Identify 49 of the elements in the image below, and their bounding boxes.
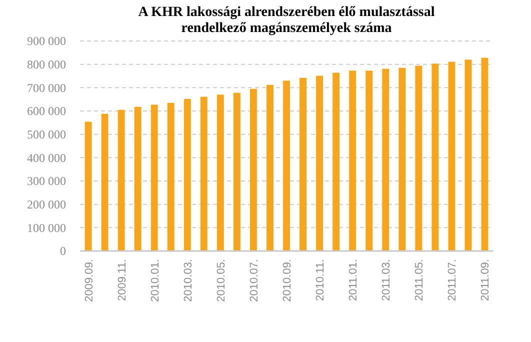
bar <box>332 72 340 251</box>
x-tick-label: 2011.09. <box>480 259 492 302</box>
x-tick-label: 2010.11. <box>314 259 327 302</box>
bar <box>366 70 373 251</box>
bar <box>349 70 356 251</box>
x-tick-label: 2010.01. <box>149 259 162 302</box>
y-tick-label: 200 000 <box>27 198 66 212</box>
bar <box>250 88 257 251</box>
bar <box>481 58 488 251</box>
bar <box>167 102 174 251</box>
bar <box>150 104 158 251</box>
x-tick-label: 2010.07. <box>248 259 260 302</box>
x-tick-label: 2011.07. <box>446 259 459 302</box>
bar <box>216 94 224 251</box>
y-tick-label: 400 000 <box>27 150 66 165</box>
y-tick-label: 0 <box>60 244 66 258</box>
y-tick-label: 100 000 <box>27 220 66 235</box>
x-tick-label: 2009.11. <box>116 259 128 302</box>
bar <box>448 62 456 251</box>
x-tick-label: 2011.03. <box>380 259 393 302</box>
bar <box>300 78 306 251</box>
y-tick-label: 800 000 <box>27 58 66 72</box>
bar <box>316 76 324 251</box>
bar <box>233 92 240 251</box>
y-tick-label: 500 000 <box>27 128 66 142</box>
bar <box>283 80 290 251</box>
bar <box>398 68 406 251</box>
bar <box>84 122 92 251</box>
x-tick-label: 2010.09. <box>282 259 294 302</box>
y-tick-label: 900 000 <box>27 34 66 48</box>
x-tick-label: 2010.03. <box>182 259 194 302</box>
bar <box>134 106 142 251</box>
x-tick-label: 2011.01. <box>348 259 360 302</box>
bar <box>200 96 208 251</box>
bar <box>118 110 125 251</box>
bar <box>432 64 439 251</box>
x-tick-label: 2010.05. <box>215 259 228 302</box>
y-tick-label: 600 000 <box>27 104 66 118</box>
y-tick-label: 300 000 <box>27 174 66 188</box>
chart-title: A KHR lakossági alrendszerében élő mulasztással rendelkező magánszemélyek száma <box>138 5 435 36</box>
bar <box>266 84 274 251</box>
bar <box>415 66 422 251</box>
bar <box>101 114 108 251</box>
bar <box>382 68 390 251</box>
bar <box>184 98 191 251</box>
bar <box>464 60 472 251</box>
x-tick-label: 2011.05. <box>414 259 426 302</box>
x-tick-label: 2009.09. <box>83 259 96 302</box>
y-tick-label: 700 000 <box>27 80 66 95</box>
